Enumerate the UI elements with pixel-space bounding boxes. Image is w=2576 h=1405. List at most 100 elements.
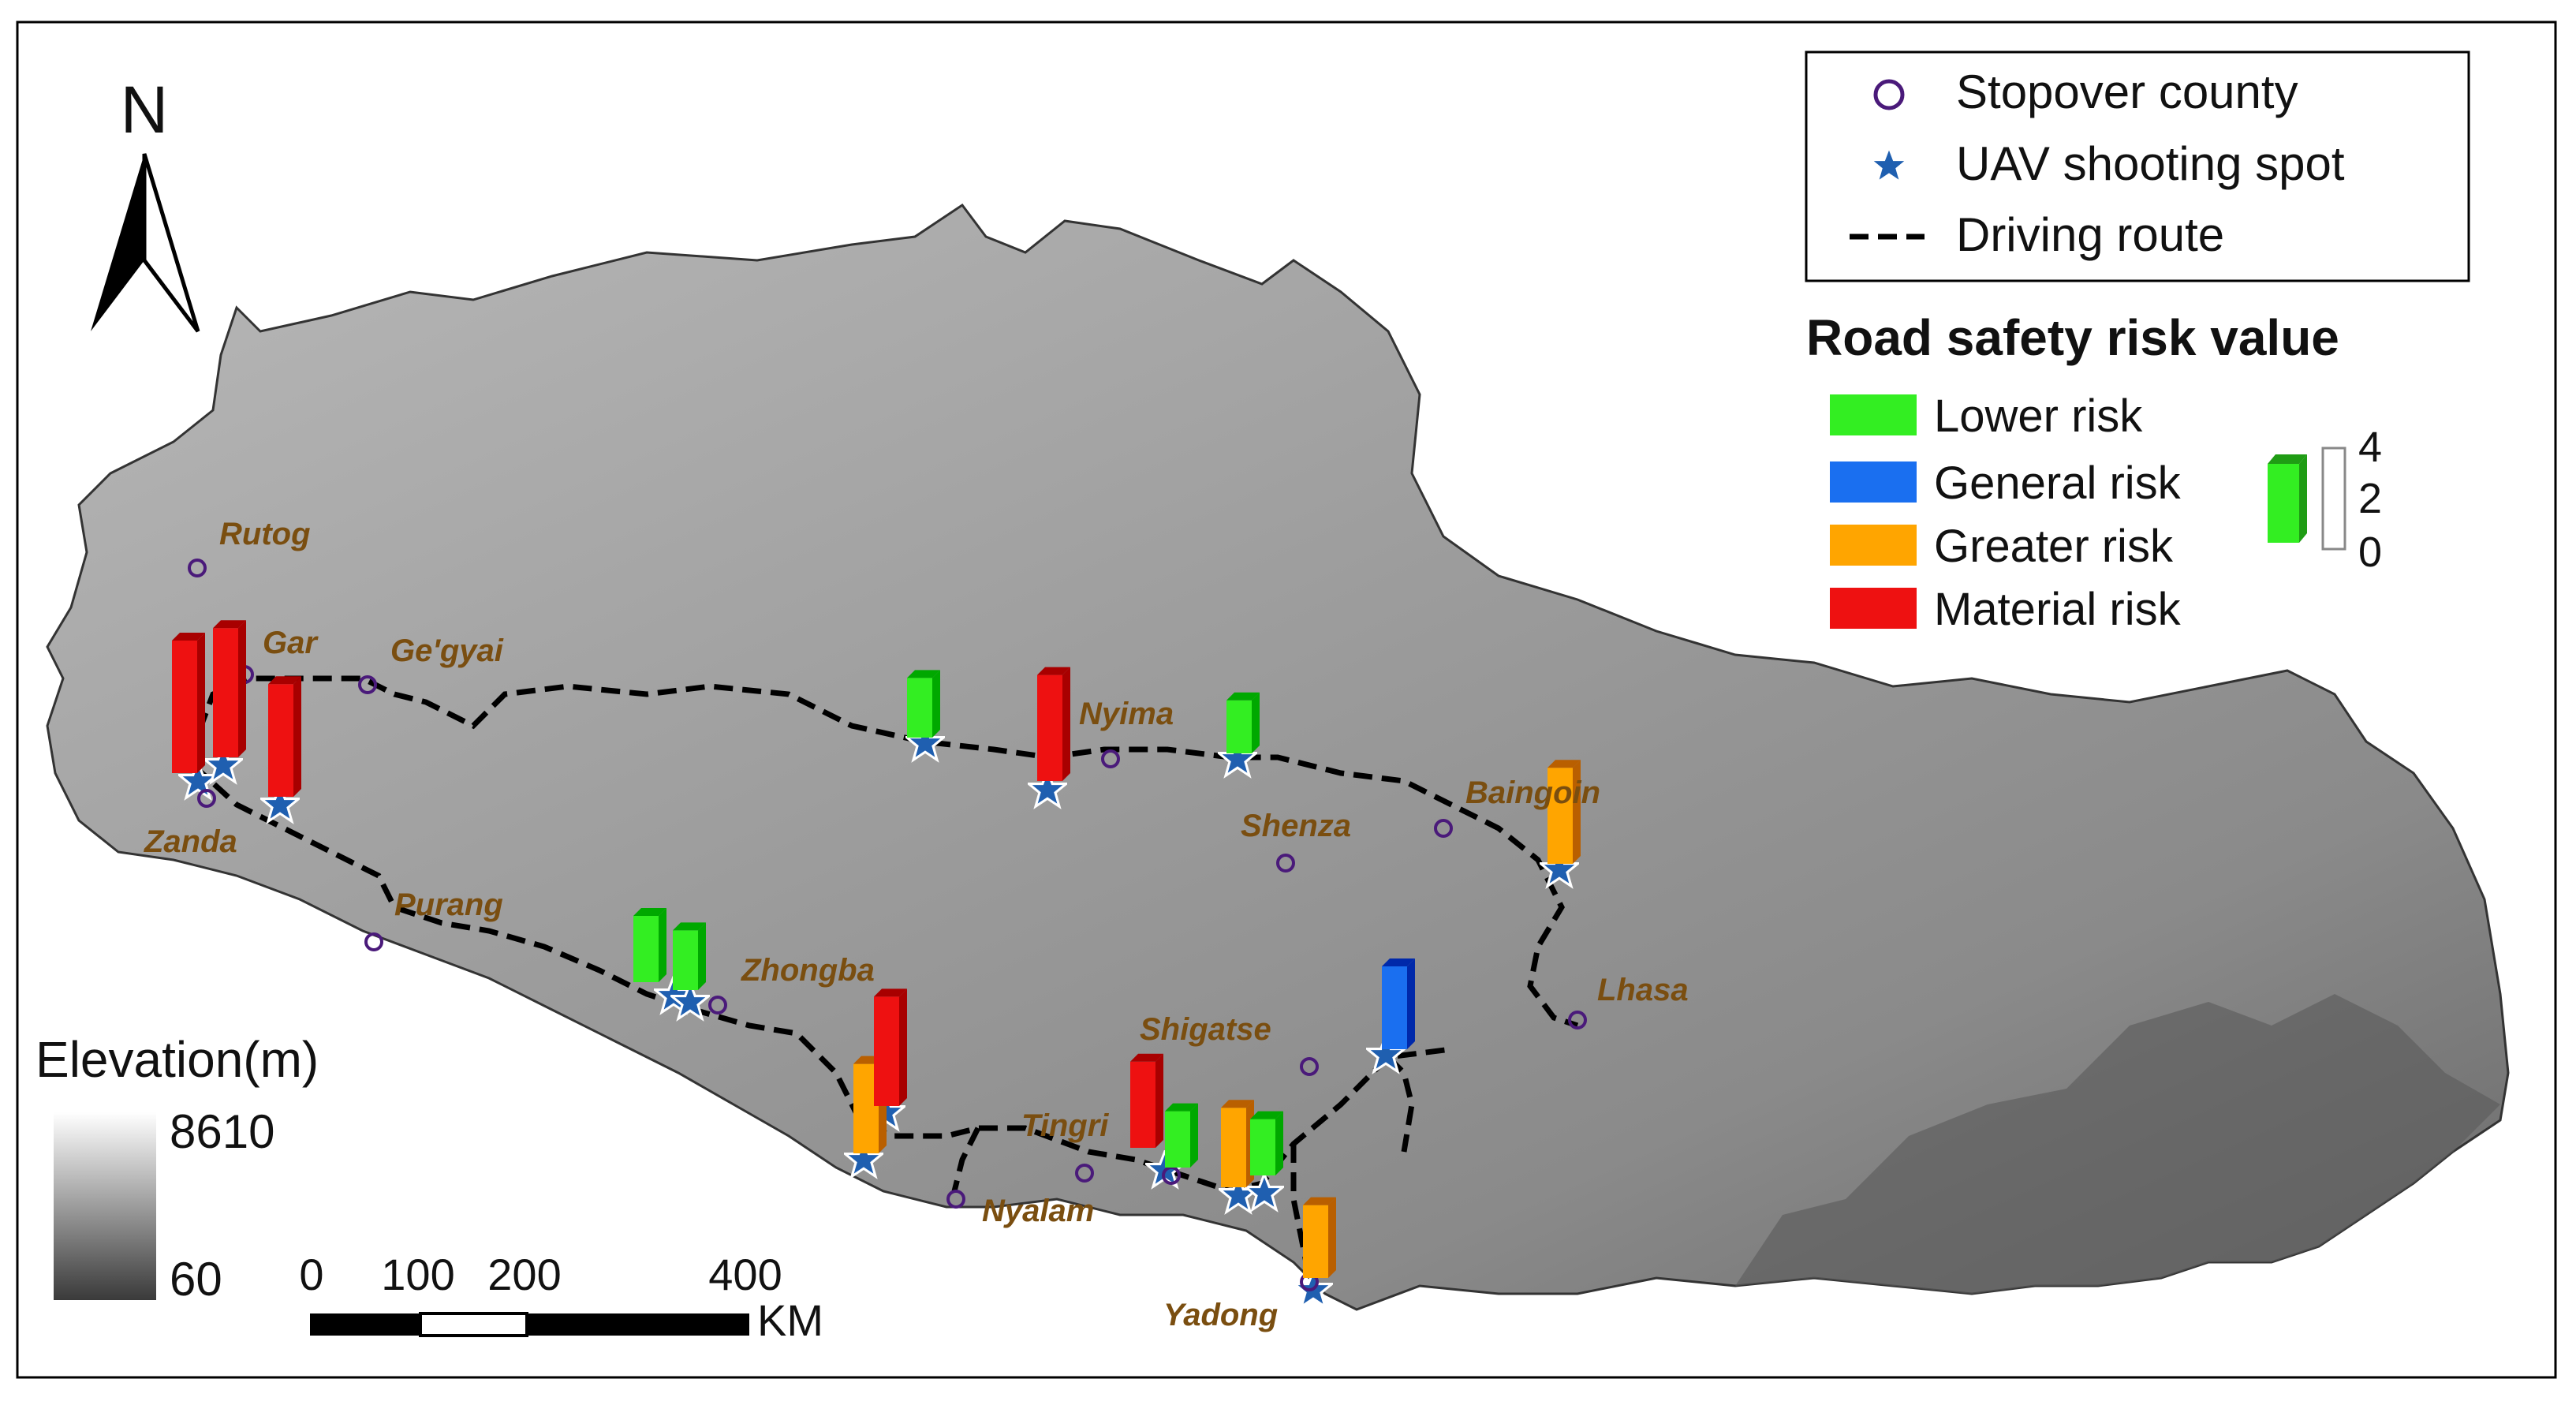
risk-swatch-greater	[1830, 525, 1917, 566]
risk-bar-side	[238, 620, 246, 757]
stopover-county	[1300, 1057, 1319, 1076]
risk-label-general: General risk	[1934, 458, 2182, 509]
scalebar-tick: 200	[487, 1250, 561, 1299]
scalebar-tick: 400	[708, 1250, 782, 1299]
risk-bar-top	[874, 988, 907, 997]
place-label: Gar	[263, 626, 319, 660]
stopover-county	[364, 932, 383, 951]
risk-bar	[268, 676, 301, 797]
risk-label-material: Material risk	[1934, 584, 2182, 635]
risk-legend: Road safety risk value Lower risk Genera…	[1806, 309, 2382, 635]
risk-bar	[1382, 958, 1415, 1049]
uav-legend-label: UAV shooting spot	[1956, 137, 2345, 190]
risk-bar-top	[268, 676, 301, 685]
stopover-legend-label: Stopover county	[1956, 65, 2298, 118]
risk-bar	[1226, 692, 1260, 753]
risk-bar-top	[633, 908, 666, 916]
place-label: Zanda	[144, 824, 237, 859]
risk-bar-side	[1190, 1103, 1198, 1168]
risk-bar	[1037, 667, 1070, 781]
place-label: Nyima	[1079, 697, 1174, 731]
risk-bar-side	[1328, 1197, 1336, 1278]
place-label: Baingoin	[1465, 775, 1600, 810]
risk-bar-top	[1165, 1103, 1198, 1112]
scalebar-seg	[310, 1313, 420, 1336]
risk-bar-top	[213, 620, 246, 629]
risk-label-greater: Greater risk	[1934, 521, 2174, 572]
scale-bar-axis	[2321, 447, 2346, 551]
risk-bar-side	[1573, 760, 1581, 864]
elevation-title: Elevation(m)	[35, 1031, 319, 1088]
route-legend-label: Driving route	[1956, 208, 2224, 261]
stopover-county	[197, 789, 216, 808]
stopover-county	[1434, 819, 1453, 838]
risk-bar-top	[172, 633, 205, 641]
elevation-max: 8610	[170, 1105, 274, 1158]
risk-bar-side	[932, 670, 940, 738]
risk-bar	[1130, 1053, 1163, 1148]
place-label: Lhasa	[1597, 973, 1689, 1007]
risk-swatch-lower	[1830, 394, 1917, 435]
north-arrow-right	[142, 153, 200, 333]
risk-bar-front	[1303, 1205, 1328, 1278]
stopover-county	[358, 675, 377, 694]
risk-bar-front	[907, 678, 932, 738]
legend-box	[1805, 50, 2470, 282]
place-label: Yadong	[1163, 1298, 1278, 1332]
risk-bar-top	[1226, 692, 1260, 701]
stopover-legend-symbol	[1873, 79, 1905, 110]
risk-bar-front	[1130, 1061, 1155, 1148]
place-label: Shenza	[1241, 809, 1351, 843]
risk-bar	[1250, 1111, 1283, 1175]
elevation-ramp	[54, 1112, 156, 1300]
risk-bar-front	[213, 628, 238, 757]
risk-bar-side	[1275, 1111, 1283, 1175]
risk-bar-top	[1130, 1053, 1163, 1062]
risk-bar-top	[1303, 1197, 1336, 1205]
risk-bar-front	[1226, 700, 1252, 753]
risk-bar-front	[172, 641, 197, 773]
risk-bars	[172, 620, 1581, 1278]
risk-bar	[1165, 1103, 1198, 1168]
stopover-county	[946, 1190, 965, 1209]
risk-bar-side	[197, 633, 205, 773]
risk-label-lower: Lower risk	[1934, 390, 2143, 442]
risk-bar-front	[633, 916, 659, 982]
risk-bar-front	[673, 930, 698, 990]
risk-bar	[673, 922, 706, 990]
scalebar-seg	[419, 1312, 528, 1337]
scale-tick: 2	[2358, 475, 2382, 522]
stopover-county	[708, 996, 727, 1015]
risk-swatch-material	[1830, 588, 1917, 629]
risk-swatch-general	[1830, 461, 1917, 503]
lowland-shading	[1735, 994, 2500, 1294]
risk-bar	[172, 633, 205, 773]
scale-bar-side	[2299, 454, 2307, 543]
risk-bar-top	[1221, 1100, 1254, 1108]
risk-legend-title: Road safety risk value	[1806, 309, 2339, 366]
risk-bar-front	[1221, 1108, 1246, 1187]
place-label: Purang	[394, 887, 503, 922]
stopover-county	[188, 559, 207, 577]
risk-bar-front	[1037, 674, 1062, 781]
scale-tick: 4	[2358, 424, 2382, 471]
stopover-county	[1075, 1164, 1094, 1183]
risk-bar-front	[1165, 1111, 1190, 1168]
stopover-county	[1568, 1011, 1587, 1029]
risk-bar-front	[1547, 768, 1573, 864]
risk-bar-top	[1250, 1111, 1283, 1119]
risk-bar	[213, 620, 246, 757]
risk-bar-side	[659, 908, 666, 982]
risk-bar-side	[1252, 692, 1260, 753]
risk-bar-side	[1155, 1053, 1163, 1148]
risk-bar	[874, 988, 907, 1106]
place-label: Shigatse	[1140, 1012, 1271, 1047]
risk-bar-side	[293, 676, 301, 797]
risk-bar-side	[1062, 667, 1070, 781]
risk-bar-side	[698, 922, 706, 990]
elevation-min: 60	[170, 1253, 222, 1306]
risk-bar	[633, 908, 666, 982]
stopover-county	[1276, 854, 1295, 873]
risk-bar	[1547, 760, 1581, 864]
